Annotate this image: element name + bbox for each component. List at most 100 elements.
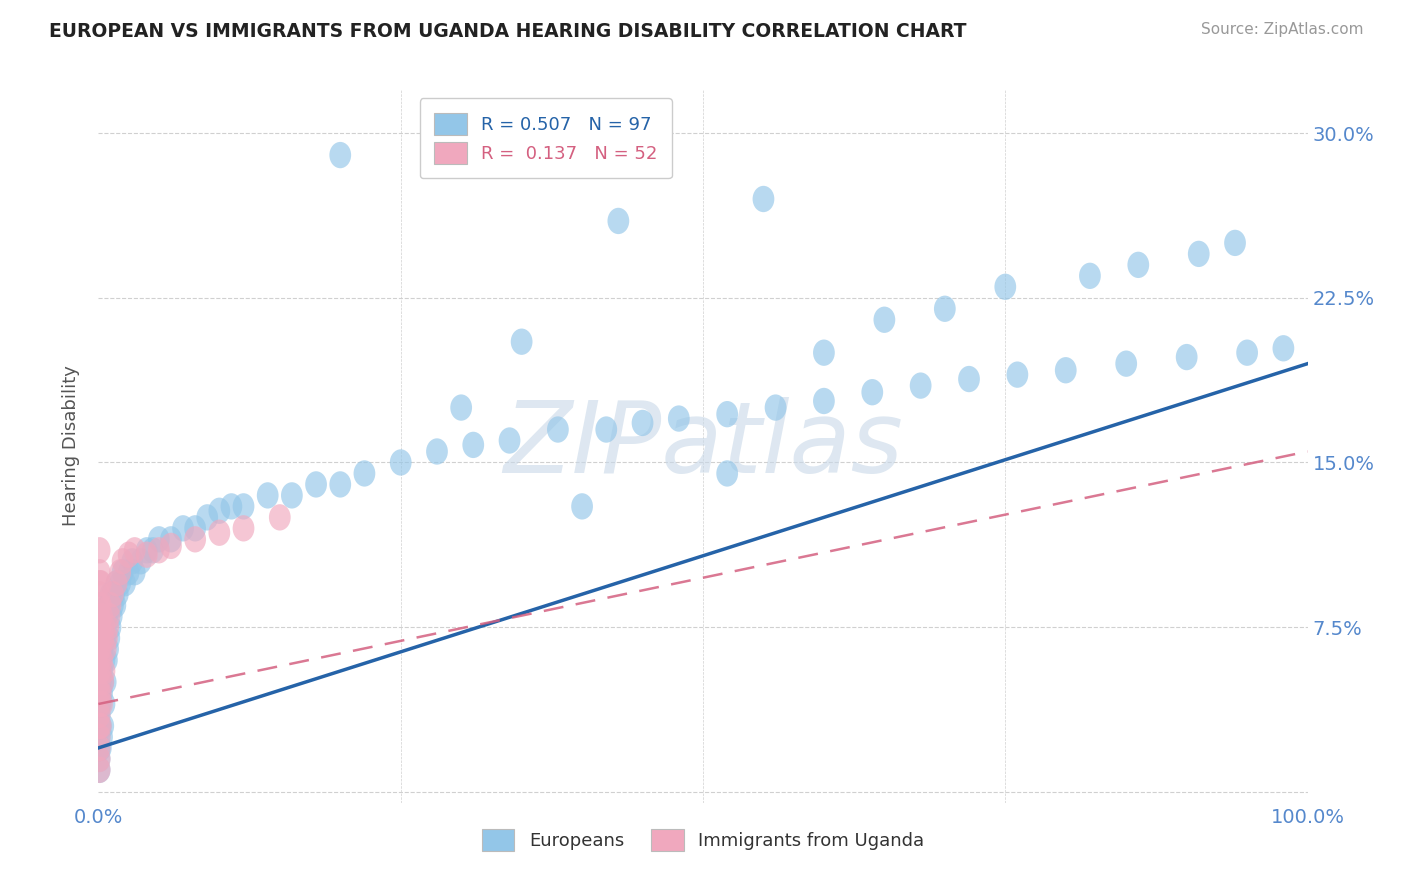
Ellipse shape <box>353 460 375 487</box>
Ellipse shape <box>547 417 569 442</box>
Ellipse shape <box>89 647 111 673</box>
Ellipse shape <box>101 603 122 630</box>
Ellipse shape <box>136 541 157 568</box>
Ellipse shape <box>389 450 412 475</box>
Ellipse shape <box>910 373 932 399</box>
Ellipse shape <box>89 669 111 695</box>
Ellipse shape <box>668 405 690 432</box>
Ellipse shape <box>571 493 593 519</box>
Ellipse shape <box>607 208 630 234</box>
Ellipse shape <box>450 394 472 421</box>
Ellipse shape <box>97 614 120 640</box>
Ellipse shape <box>90 680 111 706</box>
Ellipse shape <box>103 592 124 618</box>
Ellipse shape <box>118 559 139 585</box>
Ellipse shape <box>94 647 115 673</box>
Ellipse shape <box>813 388 835 414</box>
Ellipse shape <box>89 658 111 684</box>
Ellipse shape <box>94 690 115 717</box>
Ellipse shape <box>90 713 111 739</box>
Ellipse shape <box>93 669 114 695</box>
Ellipse shape <box>94 636 117 662</box>
Ellipse shape <box>716 460 738 487</box>
Ellipse shape <box>934 295 956 322</box>
Ellipse shape <box>94 603 115 630</box>
Ellipse shape <box>90 647 111 673</box>
Ellipse shape <box>90 614 111 640</box>
Ellipse shape <box>107 581 129 607</box>
Ellipse shape <box>89 537 111 564</box>
Ellipse shape <box>89 746 111 772</box>
Ellipse shape <box>463 432 484 458</box>
Ellipse shape <box>631 409 654 436</box>
Ellipse shape <box>98 625 120 651</box>
Ellipse shape <box>90 658 111 684</box>
Ellipse shape <box>93 625 114 651</box>
Ellipse shape <box>114 570 136 597</box>
Ellipse shape <box>89 614 111 640</box>
Ellipse shape <box>89 669 111 695</box>
Ellipse shape <box>305 471 328 498</box>
Ellipse shape <box>148 526 170 552</box>
Ellipse shape <box>89 723 111 750</box>
Ellipse shape <box>91 680 112 706</box>
Ellipse shape <box>94 625 117 651</box>
Ellipse shape <box>90 713 111 739</box>
Ellipse shape <box>172 516 194 541</box>
Ellipse shape <box>426 438 449 465</box>
Ellipse shape <box>89 756 111 783</box>
Ellipse shape <box>752 186 775 212</box>
Ellipse shape <box>136 537 157 564</box>
Ellipse shape <box>1054 357 1077 384</box>
Ellipse shape <box>184 516 207 541</box>
Ellipse shape <box>124 537 146 564</box>
Ellipse shape <box>89 690 111 717</box>
Ellipse shape <box>96 647 118 673</box>
Ellipse shape <box>232 516 254 541</box>
Ellipse shape <box>89 603 111 630</box>
Ellipse shape <box>97 636 120 662</box>
Ellipse shape <box>100 592 121 618</box>
Ellipse shape <box>994 274 1017 300</box>
Ellipse shape <box>89 746 111 772</box>
Text: Source: ZipAtlas.com: Source: ZipAtlas.com <box>1201 22 1364 37</box>
Ellipse shape <box>105 570 128 597</box>
Y-axis label: Hearing Disability: Hearing Disability <box>62 366 80 526</box>
Ellipse shape <box>103 581 125 607</box>
Ellipse shape <box>208 498 231 524</box>
Ellipse shape <box>89 658 111 684</box>
Ellipse shape <box>499 427 520 454</box>
Ellipse shape <box>89 735 111 761</box>
Ellipse shape <box>90 690 111 717</box>
Ellipse shape <box>89 680 111 706</box>
Ellipse shape <box>89 735 111 761</box>
Text: EUROPEAN VS IMMIGRANTS FROM UGANDA HEARING DISABILITY CORRELATION CHART: EUROPEAN VS IMMIGRANTS FROM UGANDA HEARI… <box>49 22 967 41</box>
Ellipse shape <box>160 526 181 552</box>
Ellipse shape <box>813 340 835 366</box>
Ellipse shape <box>89 625 111 651</box>
Ellipse shape <box>129 548 152 574</box>
Ellipse shape <box>89 570 111 597</box>
Ellipse shape <box>93 713 114 739</box>
Ellipse shape <box>91 636 112 662</box>
Ellipse shape <box>91 658 112 684</box>
Ellipse shape <box>91 723 112 750</box>
Ellipse shape <box>1225 230 1246 256</box>
Ellipse shape <box>1128 252 1149 278</box>
Ellipse shape <box>208 519 231 546</box>
Ellipse shape <box>1007 361 1028 388</box>
Ellipse shape <box>862 379 883 405</box>
Ellipse shape <box>89 723 111 750</box>
Ellipse shape <box>148 537 170 564</box>
Ellipse shape <box>197 504 218 531</box>
Ellipse shape <box>89 702 111 728</box>
Ellipse shape <box>111 548 134 574</box>
Ellipse shape <box>957 366 980 392</box>
Ellipse shape <box>89 559 111 585</box>
Ellipse shape <box>232 493 254 519</box>
Ellipse shape <box>257 483 278 508</box>
Ellipse shape <box>91 647 112 673</box>
Ellipse shape <box>89 690 111 717</box>
Ellipse shape <box>93 625 114 651</box>
Ellipse shape <box>97 592 120 618</box>
